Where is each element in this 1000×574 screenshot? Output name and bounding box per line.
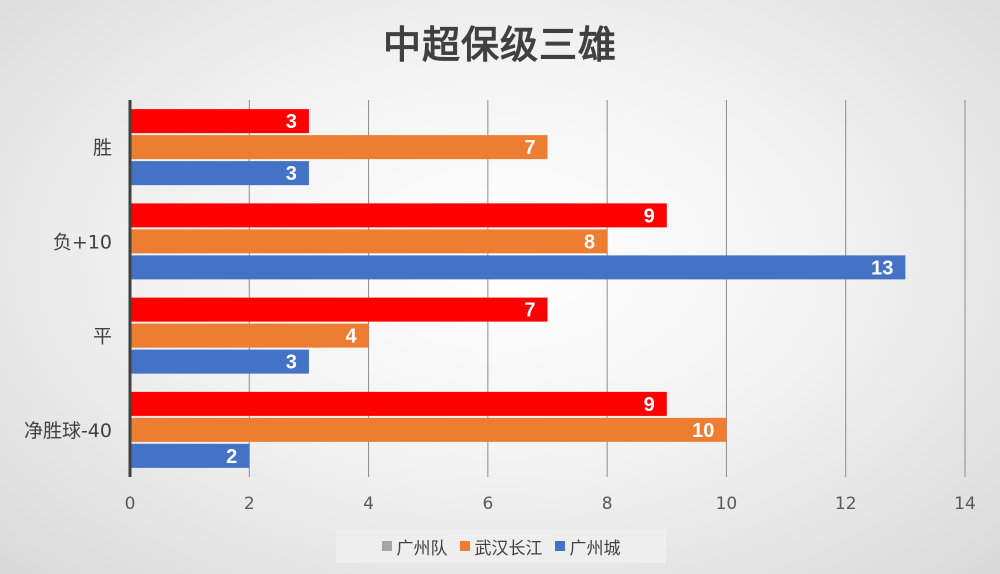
data-label: 3	[286, 163, 297, 185]
y-category-label: 胜	[93, 137, 112, 159]
y-category-label: 平	[93, 326, 112, 348]
chart-legend: 广州队 武汉长江 广州城	[336, 529, 666, 563]
bar	[130, 255, 906, 280]
bar	[130, 443, 250, 468]
data-label: 7	[524, 300, 535, 322]
data-label: 7	[524, 137, 535, 159]
x-tick-label: 8	[602, 494, 613, 514]
y-category-label: 负+10	[53, 231, 112, 253]
bar	[130, 349, 309, 374]
data-label: 9	[644, 205, 655, 227]
bar	[130, 323, 369, 348]
legend-label: 广州队	[396, 538, 448, 559]
legend-swatch	[459, 541, 470, 551]
legend-swatch	[554, 541, 565, 551]
data-label: 10	[692, 420, 714, 442]
x-tick-label: 2	[244, 494, 255, 514]
x-tick-label: 0	[125, 494, 136, 514]
bar	[130, 203, 667, 228]
data-label: 3	[286, 352, 297, 374]
data-label: 13	[871, 257, 893, 279]
bar	[130, 297, 548, 322]
x-tick-label: 14	[954, 494, 976, 514]
y-category-label: 净胜球-40	[24, 420, 112, 442]
chart-title: 中超保级三雄	[382, 23, 617, 67]
data-label: 8	[584, 231, 595, 253]
legend-item: 广州队	[381, 534, 448, 559]
bar	[130, 109, 309, 134]
x-tick-label: 4	[363, 494, 374, 514]
legend-swatch	[381, 541, 392, 551]
bar	[130, 161, 309, 186]
data-label: 4	[345, 326, 357, 348]
data-label: 3	[286, 111, 297, 133]
x-tick-label: 12	[835, 494, 857, 514]
legend-item: 广州城	[554, 534, 621, 559]
bar	[130, 417, 727, 442]
x-tick-label: 6	[482, 494, 493, 514]
data-label: 9	[644, 394, 655, 416]
data-label: 2	[226, 446, 237, 468]
bar	[130, 135, 548, 160]
bar	[130, 391, 667, 416]
legend-item: 武汉长江	[459, 534, 543, 559]
legend-label: 广州城	[569, 538, 621, 559]
bar	[130, 229, 608, 254]
bars: 3 7 3 9 8 13 7 4 3 9 10 2	[130, 109, 906, 468]
x-tick-label: 10	[716, 494, 738, 514]
legend-label: 武汉长江	[474, 538, 543, 559]
